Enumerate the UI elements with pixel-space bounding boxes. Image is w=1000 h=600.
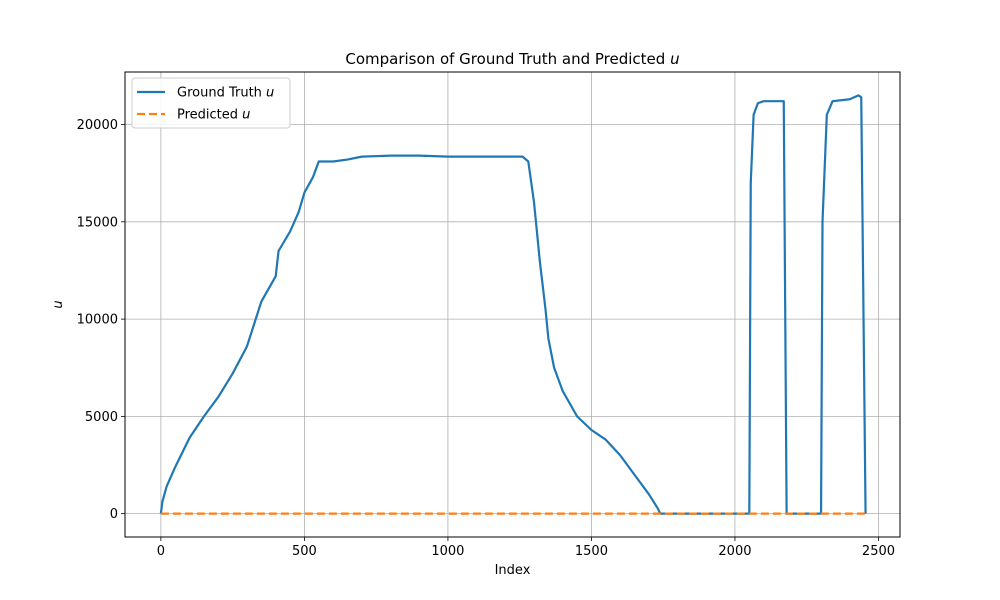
- legend: Ground Truth u Predicted u: [131, 77, 291, 129]
- y-tick-label: 5000: [85, 410, 118, 425]
- chart-title: Comparison of Ground Truth and Predicted…: [345, 50, 679, 68]
- x-tick-label: 1000: [431, 544, 464, 559]
- ticks: 0 500 1000 1500 2000 2500 0 5000 10000 15000 20000: [77, 118, 895, 559]
- x-axis-label: Index: [495, 563, 531, 578]
- legend-box: [131, 77, 291, 129]
- y-tick-label: 10000: [77, 313, 118, 328]
- series-layer: [159, 94, 867, 515]
- plot-frame: [124, 71, 901, 538]
- y-tick-label: 0: [110, 507, 118, 522]
- y-tick-label: 20000: [77, 118, 118, 133]
- x-tick-label: 500: [292, 544, 317, 559]
- legend-label-ground-truth: Ground Truth u: [177, 86, 274, 101]
- y-tick-label: 15000: [77, 215, 118, 230]
- x-tick-label: 2500: [862, 544, 895, 559]
- ground-truth-series-line: [159, 94, 867, 515]
- y-axis-label: u: [51, 300, 66, 308]
- legend-label-predicted: Predicted u: [177, 108, 250, 123]
- x-tick-label: 1500: [575, 544, 608, 559]
- x-tick-label: 0: [157, 544, 165, 559]
- x-tick-label: 2000: [718, 544, 751, 559]
- grid: [125, 72, 900, 537]
